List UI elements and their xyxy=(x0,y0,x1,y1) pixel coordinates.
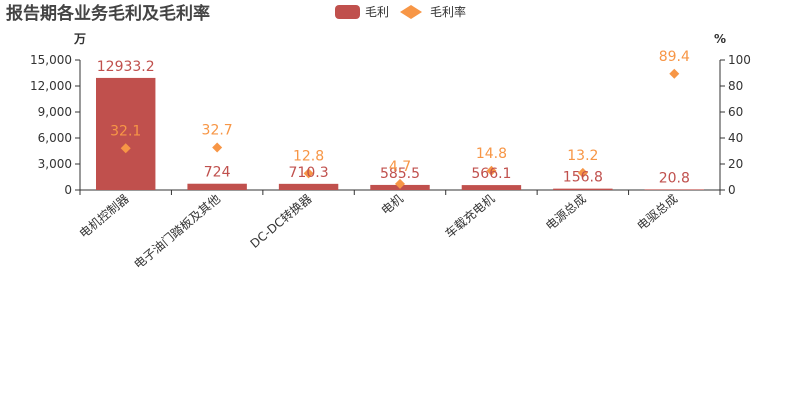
marker-gross-margin[interactable] xyxy=(395,178,405,189)
marker-gross-margin[interactable] xyxy=(303,168,314,179)
x-tick-label: 电驱总成 xyxy=(634,192,680,234)
bar-gross-profit[interactable] xyxy=(461,185,522,190)
y-right-tick-label: 80 xyxy=(728,79,743,93)
marker-value-label: 89.4 xyxy=(659,49,690,65)
marker-value-label: 13.2 xyxy=(567,148,598,164)
x-tick-label: 电机控制器 xyxy=(77,192,132,241)
x-tick-label: 电源总成 xyxy=(543,192,589,234)
x-tick-label: 电子油门踏板及其他 xyxy=(131,191,223,272)
marker-value-label: 12.8 xyxy=(293,148,324,164)
legend-label-gross-profit: 毛利 xyxy=(365,5,389,19)
y-right-tick-label: 20 xyxy=(728,157,743,171)
bar-gross-profit[interactable] xyxy=(278,183,339,190)
marker-value-label: 14.8 xyxy=(476,146,507,162)
marker-gross-margin[interactable] xyxy=(120,143,131,154)
marker-gross-margin[interactable] xyxy=(486,165,497,176)
bar-value-label: 710.3 xyxy=(289,165,329,181)
x-tick-label: DC-DC转换器 xyxy=(247,191,315,251)
chart-title: 报告期各业务毛利及毛利率 xyxy=(6,3,210,24)
bar-value-label: 724 xyxy=(204,165,231,181)
legend-swatch-gross-margin xyxy=(400,5,422,19)
bar-gross-profit[interactable] xyxy=(553,188,613,190)
y-left-tick-label: 12,000 xyxy=(30,79,72,93)
legend-label-gross-margin: 毛利率 xyxy=(430,4,466,19)
y-right-tick-label: 60 xyxy=(728,105,743,119)
legend-item-gross-profit[interactable]: 毛利 xyxy=(335,5,389,19)
bar-value-label: 585.5 xyxy=(380,166,420,182)
y-left-unit: 万 xyxy=(73,32,86,46)
bar-value-label: 20.8 xyxy=(659,170,690,186)
y-left-tick-label: 9,000 xyxy=(38,105,72,119)
y-right-tick-label: 40 xyxy=(728,131,743,145)
bar-value-label: 566.1 xyxy=(471,166,511,182)
marker-gross-margin[interactable] xyxy=(577,167,588,178)
y-left-tick-label: 3,000 xyxy=(38,157,72,171)
marker-gross-margin[interactable] xyxy=(669,68,680,79)
legend-swatch-gross-profit xyxy=(335,5,360,19)
y-right-unit: % xyxy=(714,32,726,46)
bar-value-label: 12933.2 xyxy=(97,59,155,75)
marker-value-label: 32.1 xyxy=(110,123,141,139)
marker-gross-margin[interactable] xyxy=(212,142,223,153)
x-tick-label: 车载充电机 xyxy=(442,191,498,241)
legend[interactable]: 毛利 毛利率 xyxy=(335,4,466,19)
bar-gross-profit[interactable] xyxy=(187,183,247,190)
bar-value-label: 156.8 xyxy=(563,170,603,186)
y-right-tick-label: 0 xyxy=(728,183,736,197)
bar-gross-profit[interactable] xyxy=(644,189,704,190)
bar-gross-profit[interactable] xyxy=(96,77,156,190)
y-left-tick-label: 0 xyxy=(64,183,72,197)
y-right-tick-label: 100 xyxy=(728,53,751,67)
marker-value-label: 4.7 xyxy=(389,159,411,175)
y-left-tick-label: 15,000 xyxy=(30,53,72,67)
x-tick-label: 电机 xyxy=(379,192,406,218)
marker-value-label: 32.7 xyxy=(202,122,233,138)
legend-item-gross-margin[interactable]: 毛利率 xyxy=(400,4,466,19)
y-left-tick-label: 6,000 xyxy=(38,131,72,145)
